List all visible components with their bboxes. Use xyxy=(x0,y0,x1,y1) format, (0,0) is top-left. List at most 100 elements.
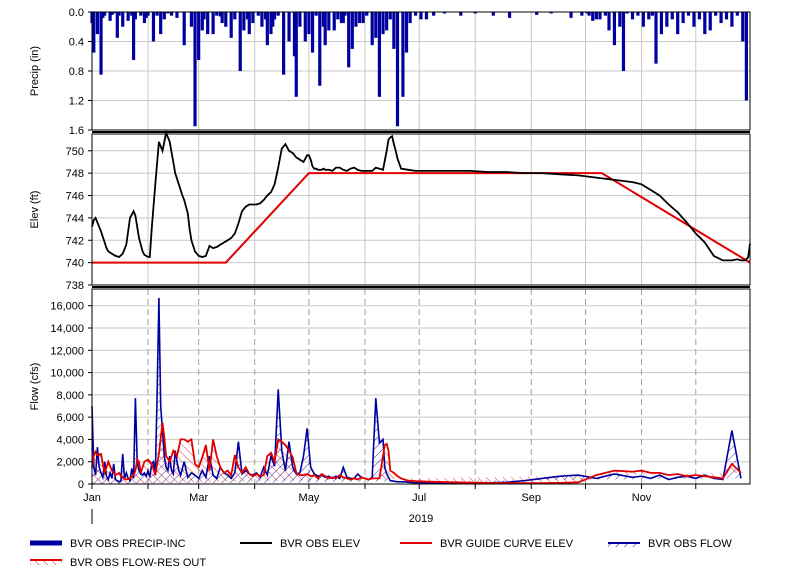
obs-flow-line xyxy=(91,297,742,484)
precip-bar xyxy=(298,12,302,27)
precip-bar xyxy=(587,12,591,16)
x-tick-label: Jan xyxy=(83,492,101,504)
panel-frame xyxy=(91,133,751,286)
precip-tick-label: 0.8 xyxy=(69,66,84,78)
precip-bar xyxy=(442,12,447,14)
precip-bar xyxy=(681,12,685,24)
precip-bar xyxy=(598,12,602,20)
precip-bar xyxy=(650,12,654,16)
precip-axis-label: Precip (in) xyxy=(29,46,41,96)
precip-bar xyxy=(233,12,237,20)
precip-bar xyxy=(741,12,745,42)
flow-tick-label: 0 xyxy=(78,479,84,491)
precip-bar xyxy=(654,12,658,64)
precip-tick-label: 0.0 xyxy=(69,7,84,19)
precip-bar xyxy=(708,12,712,31)
precip-bar xyxy=(162,12,166,20)
precip-bar xyxy=(618,12,622,27)
precip-bar xyxy=(215,12,219,16)
precip-bar xyxy=(332,12,336,31)
precip-bar xyxy=(630,12,635,20)
precip-bar xyxy=(260,12,264,27)
precip-bar xyxy=(686,12,691,16)
precip-bar xyxy=(155,12,159,16)
precip-bar xyxy=(159,12,163,35)
precip-bar xyxy=(401,12,405,97)
precip-bar xyxy=(361,12,365,24)
panel-frames xyxy=(91,11,751,485)
precip-bar xyxy=(175,12,179,18)
precip-bar xyxy=(224,12,228,27)
precip-bar xyxy=(636,12,640,16)
flow-tick-label: 8,000 xyxy=(56,390,84,402)
data-layer xyxy=(90,12,751,485)
precip-bar xyxy=(549,12,553,14)
panel-frame xyxy=(91,288,751,485)
precip-bar xyxy=(343,12,347,16)
precip-bar xyxy=(318,12,322,86)
legend-label: BVR OBS FLOW-RES OUT xyxy=(70,557,206,569)
precip-bar xyxy=(323,12,327,46)
precip-bar xyxy=(395,12,400,127)
precip-bar xyxy=(256,12,260,16)
x-tick-label: Nov xyxy=(632,492,652,504)
precip-bar xyxy=(166,12,170,14)
precip-bar xyxy=(350,12,354,49)
precip-bar xyxy=(473,12,477,14)
precip-bar xyxy=(491,12,495,16)
precip-bar xyxy=(211,12,215,35)
precip-bar xyxy=(612,12,617,46)
precip-bar xyxy=(641,12,645,27)
precip-bar xyxy=(459,12,463,16)
legend-item: BVR OBS FLOW-RES OUT xyxy=(30,557,206,569)
precip-bar xyxy=(251,12,255,24)
precip-bar xyxy=(282,12,286,75)
precip-bar xyxy=(206,12,210,35)
precip-bar xyxy=(580,12,584,16)
legend-swatch-flow-res-out-hatch xyxy=(30,560,62,565)
precip-bar xyxy=(381,12,385,35)
elev-axis-label: Elev (ft) xyxy=(29,191,41,229)
precip-bar xyxy=(303,12,307,42)
precip-bar xyxy=(263,12,268,20)
precip-bar xyxy=(189,12,194,27)
x-axis-year-label: 2019 xyxy=(409,513,433,525)
precip-bar xyxy=(247,12,251,35)
precip-bar xyxy=(659,12,664,35)
precip-bar xyxy=(665,12,669,27)
precip-bar xyxy=(112,12,116,14)
precip-bar xyxy=(265,12,269,46)
precip-bar xyxy=(744,12,748,101)
precip-bar xyxy=(697,12,701,20)
precip-tick-label: 1.6 xyxy=(69,125,84,137)
precip-bar xyxy=(392,12,396,49)
elev-tick-label: 740 xyxy=(66,258,84,270)
precip-bar xyxy=(121,12,125,27)
precip-bar xyxy=(142,12,147,24)
precip-bar xyxy=(193,12,197,127)
precip-bar xyxy=(131,12,136,60)
precip-bar xyxy=(321,12,325,27)
precip-bar xyxy=(357,12,362,24)
flow-tick-label: 4,000 xyxy=(56,434,84,446)
precip-bar xyxy=(130,12,134,16)
precip-bar xyxy=(310,12,315,53)
precip-bar xyxy=(692,12,696,27)
legend-item: BVR GUIDE CURVE ELEV xyxy=(400,538,574,550)
precip-bar xyxy=(276,12,280,16)
flow-tick-label: 14,000 xyxy=(50,323,84,335)
precip-bar xyxy=(388,12,392,20)
precip-bar xyxy=(569,12,573,18)
precip-bar xyxy=(110,12,114,15)
precip-bar xyxy=(307,12,311,35)
precip-tick-label: 0.4 xyxy=(69,37,84,49)
precip-bar xyxy=(603,12,607,16)
axes-layer: 0.0 0.4 0.8 1.2 1.6 Precip (in) 738 740 742 744 74… xyxy=(29,7,697,525)
flow-tick-label: 12,000 xyxy=(50,345,84,357)
legend-item: BVR OBS PRECIP-INC xyxy=(30,538,186,550)
legend-label: BVR OBS PRECIP-INC xyxy=(70,538,186,550)
precip-bar xyxy=(719,12,723,24)
precip-bar xyxy=(432,12,436,16)
x-tick-label: Mar xyxy=(189,492,208,504)
